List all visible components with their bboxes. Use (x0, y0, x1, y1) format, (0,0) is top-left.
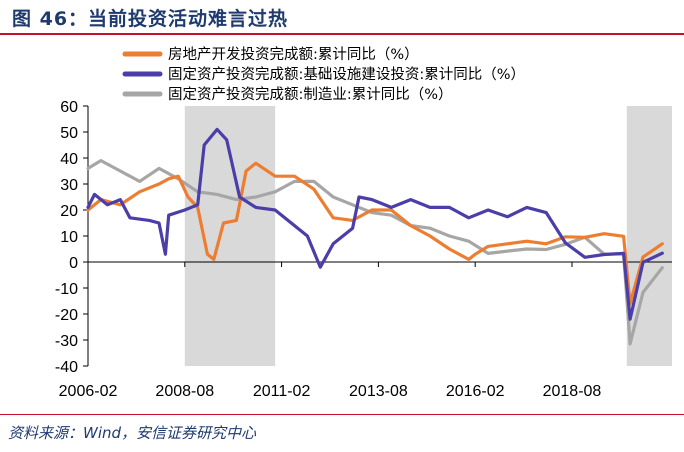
y-tick-label: -40 (55, 359, 78, 376)
x-tick-label: 2013-08 (349, 383, 408, 400)
source-rule (0, 414, 684, 415)
y-tick-label: 10 (60, 229, 78, 246)
x-tick-label: 2011-02 (253, 383, 311, 400)
source-note: 资料来源：Wind，安信证券研究中心 (8, 424, 257, 442)
shaded-period-1 (184, 106, 276, 366)
y-tick-label: 0 (69, 255, 78, 272)
series-line-1 (86, 161, 664, 306)
y-tick-label: -10 (55, 281, 78, 298)
series-lines (86, 127, 664, 346)
series-line-2 (86, 127, 664, 321)
line-chart: -40 -30 -20 -10 0 10 20 30 40 50 60 2006-02 2008-08… (55, 46, 672, 400)
x-tick-label: 2016-02 (446, 383, 505, 400)
y-tick-label: 50 (60, 125, 78, 142)
y-tick-label: 20 (60, 203, 78, 220)
legend: 房地产开发投资完成额:累计同比（%） 固定资产投资完成额:基础设施建设投资:累计同… (122, 46, 525, 103)
x-tick-label: 2018-08 (543, 383, 602, 400)
x-tick-labels: 2006-02 2008-08 2011-02 2013-08 2016-02 2018-… (59, 383, 602, 400)
legend-label-1: 房地产开发投资完成额:累计同比（%） (168, 46, 419, 63)
y-tick-labels: -40 -30 -20 -10 0 10 20 30 40 50 60 (55, 99, 78, 376)
y-tick-label: 60 (60, 99, 78, 116)
y-tick-label: -20 (55, 307, 78, 324)
y-tick-label: -30 (55, 333, 78, 350)
title-rule (0, 33, 684, 35)
figure-title: 图 46：当前投资活动难言过热 (12, 8, 289, 30)
x-tick-label: 2008-08 (155, 383, 214, 400)
y-tick-label: 40 (60, 151, 78, 168)
axes (83, 105, 672, 367)
x-tick-label: 2006-02 (59, 383, 118, 400)
legend-label-2: 固定资产投资完成额:基础设施建设投资:累计同比（%） (168, 66, 525, 83)
legend-label-3: 固定资产投资完成额:制造业:累计同比（%） (168, 86, 453, 103)
y-tick-label: 30 (60, 177, 78, 194)
